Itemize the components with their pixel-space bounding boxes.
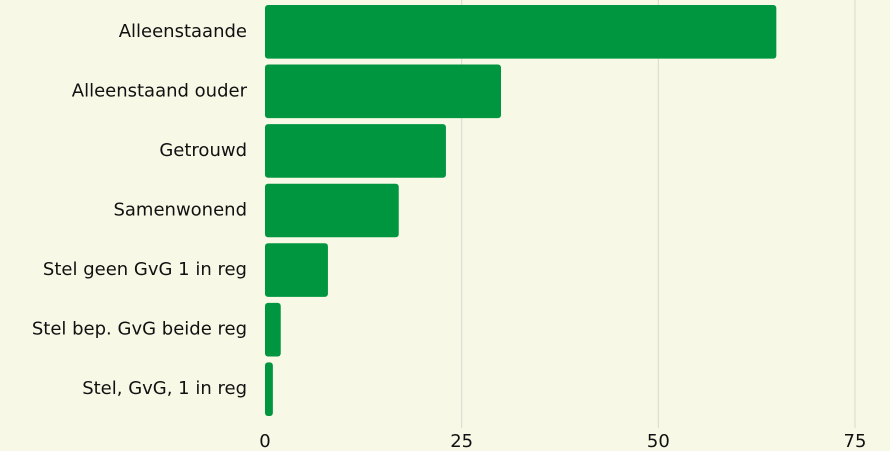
y-tick-label: Samenwonend [113,200,247,221]
bar [265,302,281,357]
bar [265,362,273,417]
x-tick-label: 0 [259,431,270,451]
bar [265,64,501,119]
bar [265,243,328,297]
bar [265,4,777,59]
y-tick-label: Stel bep. GvG beide reg [32,319,247,340]
bar [265,183,399,238]
x-tick-label: 25 [450,431,473,451]
y-tick-label: Stel geen GvG 1 in reg [43,259,247,280]
y-tick-label: Alleenstaande [119,21,247,42]
x-tick-label: 50 [647,431,670,451]
y-tick-label: Alleenstaand ouder [72,80,248,101]
y-tick-label: Stel, GvG, 1 in reg [82,378,247,399]
y-tick-label: Getrouwd [159,140,247,161]
x-tick-label: 75 [844,431,867,451]
bar [265,124,446,178]
